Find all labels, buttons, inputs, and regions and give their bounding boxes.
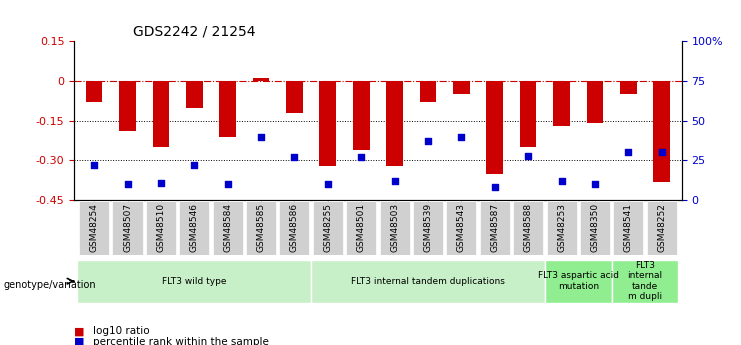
Bar [654, 81, 670, 181]
FancyBboxPatch shape [647, 201, 677, 255]
Point [622, 150, 634, 155]
FancyBboxPatch shape [611, 260, 678, 303]
Bar [554, 81, 570, 126]
Point [556, 178, 568, 184]
Text: GSM48539: GSM48539 [424, 203, 433, 252]
Text: GSM48546: GSM48546 [190, 203, 199, 252]
FancyBboxPatch shape [179, 201, 209, 255]
FancyBboxPatch shape [79, 201, 109, 255]
Text: FLT3 aspartic acid
mutation: FLT3 aspartic acid mutation [538, 272, 619, 291]
Point [656, 150, 668, 155]
Point [188, 162, 200, 168]
Point [589, 181, 601, 187]
Bar [286, 81, 303, 113]
Point [422, 139, 434, 144]
FancyBboxPatch shape [413, 201, 443, 255]
Bar [219, 81, 236, 137]
Point [489, 185, 501, 190]
FancyBboxPatch shape [311, 260, 545, 303]
Bar [186, 81, 202, 108]
FancyBboxPatch shape [446, 201, 476, 255]
FancyBboxPatch shape [580, 201, 610, 255]
Text: GDS2242 / 21254: GDS2242 / 21254 [133, 24, 256, 38]
Text: GSM48510: GSM48510 [156, 203, 165, 252]
Point [255, 134, 267, 139]
FancyBboxPatch shape [78, 260, 311, 303]
Text: GSM48253: GSM48253 [557, 203, 566, 252]
FancyBboxPatch shape [545, 260, 611, 303]
Point [122, 181, 133, 187]
Point [522, 153, 534, 158]
Text: GSM48255: GSM48255 [323, 203, 332, 252]
Bar [419, 81, 436, 102]
Point [355, 155, 367, 160]
FancyBboxPatch shape [547, 201, 576, 255]
FancyBboxPatch shape [246, 201, 276, 255]
Bar [519, 81, 536, 147]
Bar [153, 81, 169, 147]
FancyBboxPatch shape [213, 201, 243, 255]
Text: FLT3 wild type: FLT3 wild type [162, 277, 227, 286]
FancyBboxPatch shape [614, 201, 643, 255]
Point [222, 181, 233, 187]
Text: FLT3
internal
tande
m dupli: FLT3 internal tande m dupli [628, 261, 662, 301]
FancyBboxPatch shape [279, 201, 310, 255]
Text: GSM48503: GSM48503 [390, 203, 399, 252]
Text: percentile rank within the sample: percentile rank within the sample [93, 337, 268, 345]
FancyBboxPatch shape [146, 201, 176, 255]
Text: GSM48350: GSM48350 [591, 203, 599, 252]
Text: GSM48254: GSM48254 [90, 203, 99, 252]
Bar [486, 81, 503, 174]
Point [88, 162, 100, 168]
Text: GSM48507: GSM48507 [123, 203, 132, 252]
FancyBboxPatch shape [113, 201, 142, 255]
Point [322, 181, 333, 187]
FancyBboxPatch shape [513, 201, 543, 255]
Bar [86, 81, 102, 102]
Text: GSM48586: GSM48586 [290, 203, 299, 252]
Bar [620, 81, 637, 94]
Bar [587, 81, 603, 124]
Text: GSM48543: GSM48543 [457, 203, 466, 252]
Text: GSM48252: GSM48252 [657, 203, 666, 252]
Bar [453, 81, 470, 94]
FancyBboxPatch shape [479, 201, 510, 255]
Text: FLT3 internal tandem duplications: FLT3 internal tandem duplications [351, 277, 505, 286]
Bar [319, 81, 336, 166]
Text: ■: ■ [74, 326, 84, 336]
Point [288, 155, 300, 160]
FancyBboxPatch shape [346, 201, 376, 255]
Text: GSM48501: GSM48501 [356, 203, 366, 252]
Text: ■: ■ [74, 337, 84, 345]
Point [456, 134, 468, 139]
Text: GSM48587: GSM48587 [491, 203, 499, 252]
Bar [119, 81, 136, 131]
FancyBboxPatch shape [313, 201, 343, 255]
Text: GSM48584: GSM48584 [223, 203, 232, 252]
Text: GSM48541: GSM48541 [624, 203, 633, 252]
Text: GSM48588: GSM48588 [524, 203, 533, 252]
FancyBboxPatch shape [379, 201, 410, 255]
Text: GSM48585: GSM48585 [256, 203, 265, 252]
Text: genotype/variation: genotype/variation [4, 280, 96, 289]
Point [155, 180, 167, 185]
Bar [386, 81, 403, 166]
Bar [253, 78, 270, 81]
Text: log10 ratio: log10 ratio [93, 326, 149, 336]
Bar [353, 81, 370, 150]
Point [389, 178, 401, 184]
